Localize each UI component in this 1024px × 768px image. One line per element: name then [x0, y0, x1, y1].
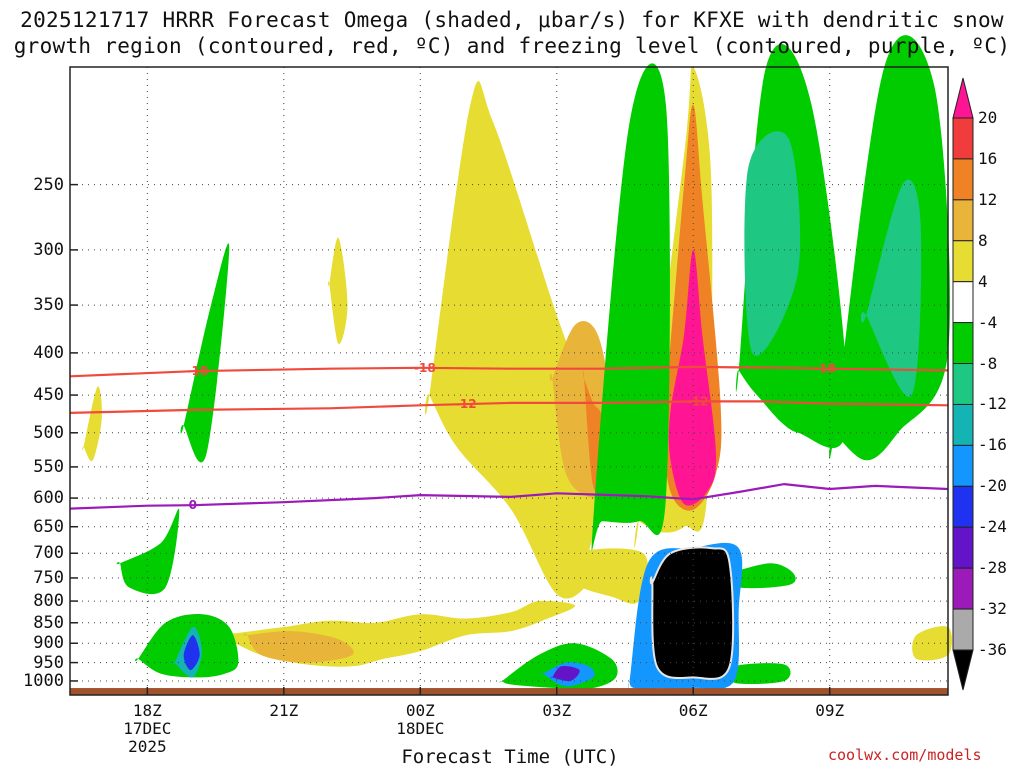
x-tick-label: 00Z [405, 701, 435, 720]
omega-region-4 [568, 548, 648, 604]
y-tick-label: 300 [33, 239, 64, 260]
chart-title-line-2: growth region (contoured, red, ºC) and f… [13, 34, 1011, 58]
y-tick-label: 450 [33, 385, 64, 406]
contour-0C [69, 482, 949, 510]
colorbar-band [952, 403, 974, 446]
y-tick-label: 750 [33, 567, 64, 588]
x-tick-label: 03Z [542, 701, 572, 720]
colorbar-band [952, 281, 974, 324]
colorbar-label: 8 [978, 230, 988, 250]
omega-shading [70, 35, 952, 695]
omega-region--8 [744, 131, 801, 356]
y-tick-label: 650 [33, 516, 64, 537]
y-tick-label: 700 [33, 543, 64, 564]
contour--12C [69, 400, 949, 414]
omega-region--4 [726, 563, 796, 589]
colorbar-band [952, 117, 974, 160]
contour-label--12C: -12 [687, 394, 709, 408]
y-tick-label: 350 [33, 295, 64, 316]
contour--18C [69, 365, 949, 378]
y-tick-label: 850 [33, 612, 64, 633]
colorbar-band [952, 363, 974, 405]
plot-frame [69, 66, 949, 696]
credit-link[interactable]: coolwx.com/models [828, 746, 982, 764]
colorbar-label: -28 [978, 558, 1007, 578]
x-tick-label: 21Z [269, 701, 299, 720]
colorbar-bottom-arrow [952, 649, 974, 691]
dotted-grid [70, 67, 948, 695]
colorbar-band [952, 567, 974, 610]
contour-label--18C: -18 [814, 362, 836, 376]
y-tick-label: 800 [33, 591, 64, 612]
chart-title-line-1: 2025121717 HRRR Forecast Omega (shaded, … [20, 8, 1004, 32]
omega-region-4 [82, 386, 102, 462]
colorbar-band [952, 158, 974, 201]
contour-label--18C: -18 [414, 361, 436, 375]
colorbar-label: -16 [978, 435, 1007, 455]
omega-region--36 [649, 546, 735, 680]
colorbar-label: -12 [978, 394, 1007, 414]
y-tick-label: 950 [33, 652, 64, 673]
x-tick-label: 18DEC [396, 719, 445, 738]
colorbar-band [952, 199, 974, 242]
y-tick-label: 500 [33, 422, 64, 443]
x-tick-label: 2025 [128, 737, 167, 756]
colorbar-band [952, 444, 974, 487]
omega-region-20 [668, 249, 717, 506]
x-tick-label: 09Z [815, 701, 845, 720]
x-tick-label: 17DEC [123, 719, 172, 738]
colorbar-top-arrow [952, 77, 974, 119]
colorbar-label: 12 [978, 189, 998, 209]
colorbar-band [952, 240, 974, 283]
colorbar-label: -24 [978, 517, 1007, 537]
contour-label--12C: -12 [455, 397, 477, 411]
omega-region--4 [116, 508, 180, 595]
y-tick-label: 400 [33, 342, 64, 363]
y-tick-label: 550 [33, 456, 64, 477]
omega-region--4 [180, 243, 230, 463]
y-tick-label: 1000 [23, 670, 64, 691]
axis-ticks [70, 183, 831, 695]
x-axis-label: Forecast Time (UTC) [401, 746, 619, 768]
contour-label--18C: -18 [187, 364, 209, 378]
ground-strip [70, 688, 948, 695]
omega-region--4 [591, 63, 670, 551]
omega-region-4 [328, 237, 348, 345]
omega-region-8 [243, 631, 354, 663]
colorbar-band [952, 608, 974, 651]
y-tick-label: 250 [33, 174, 64, 195]
y-tick-label: 600 [33, 488, 64, 509]
y-tick-label: 900 [33, 633, 64, 654]
colorbar-label: -20 [978, 476, 1007, 496]
colorbar-band [952, 526, 974, 569]
omega-region--20 [183, 635, 200, 671]
colorbar-label: -8 [978, 353, 998, 373]
colorbar-label: 4 [978, 271, 988, 291]
contour-lines: -18 -18 -18 -12 -12 0 [69, 361, 949, 512]
colorbar-band [952, 322, 974, 365]
colorbar-label: 20 [978, 108, 998, 127]
colorbar-band [952, 485, 974, 528]
colorbar-label: -36 [978, 640, 1007, 659]
omega-region--24 [550, 665, 580, 682]
omega-region--4 [727, 663, 791, 685]
colorbar [952, 77, 974, 691]
x-tick-label: 18Z [132, 701, 162, 720]
colorbar-label: -4 [978, 312, 998, 332]
colorbar-label: 16 [978, 148, 998, 168]
x-tick-label: 06Z [678, 701, 708, 720]
contour-label-0C: 0 [189, 498, 197, 512]
colorbar-label: -32 [978, 599, 1007, 619]
omega-region-4 [912, 626, 952, 661]
omega-region--8 [860, 179, 922, 397]
